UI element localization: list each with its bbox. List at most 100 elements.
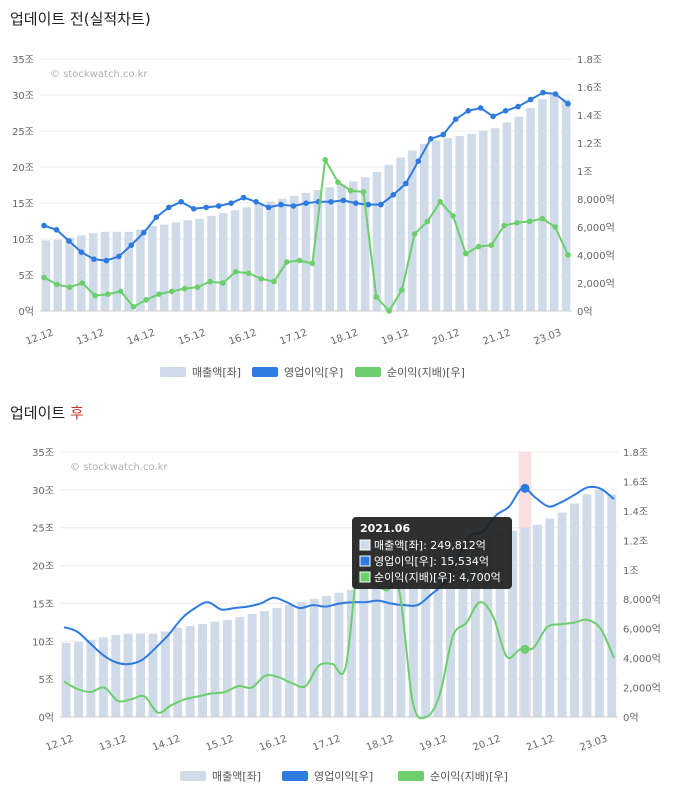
net-profit-point[interactable]	[411, 231, 418, 237]
operating-profit-point[interactable]	[340, 197, 347, 204]
net-profit-point[interactable]	[386, 308, 392, 314]
revenue-bar[interactable]	[408, 150, 417, 311]
revenue-bar[interactable]	[458, 541, 468, 717]
revenue-bar[interactable]	[334, 592, 344, 717]
revenue-bar[interactable]	[123, 633, 133, 717]
operating-profit-point[interactable]	[53, 227, 60, 233]
revenue-bar[interactable]	[136, 633, 145, 717]
revenue-bar[interactable]	[495, 533, 505, 717]
revenue-bar[interactable]	[284, 604, 294, 717]
operating-profit-point[interactable]	[303, 200, 309, 206]
operating-profit-point[interactable]	[41, 222, 47, 229]
operating-profit-point[interactable]	[390, 192, 397, 198]
operating-profit-point[interactable]	[215, 203, 222, 209]
operating-profit-point[interactable]	[353, 200, 359, 206]
revenue-bar[interactable]	[98, 637, 108, 718]
net-profit-point[interactable]	[130, 304, 137, 310]
operating-profit-point[interactable]	[440, 131, 447, 138]
revenue-bar[interactable]	[230, 210, 240, 311]
revenue-bar[interactable]	[266, 201, 275, 311]
operating-profit-point[interactable]	[328, 199, 334, 205]
revenue-bar[interactable]	[148, 633, 158, 717]
net-profit-point[interactable]	[347, 187, 354, 194]
revenue-bar[interactable]	[254, 204, 264, 311]
net-profit-point[interactable]	[296, 257, 303, 264]
net-profit-point[interactable]	[232, 269, 239, 275]
revenue-bar[interactable]	[247, 614, 257, 717]
net-profit-point[interactable]	[488, 242, 495, 248]
operating-profit-point[interactable]	[141, 229, 147, 236]
revenue-bar[interactable]	[195, 218, 204, 311]
operating-profit-point[interactable]	[515, 103, 521, 110]
revenue-bar[interactable]	[222, 620, 232, 717]
revenue-bar[interactable]	[479, 131, 488, 311]
revenue-bar[interactable]	[272, 608, 282, 717]
net-profit-point[interactable]	[271, 278, 277, 285]
legend-item-revenue[interactable]: 매출액[좌]	[180, 770, 261, 783]
net-profit-point[interactable]	[181, 285, 188, 292]
revenue-bar[interactable]	[443, 138, 453, 311]
revenue-bar[interactable]	[111, 635, 121, 717]
revenue-bar[interactable]	[289, 195, 299, 311]
operating-profit-point[interactable]	[78, 249, 85, 255]
net-profit-point[interactable]	[565, 252, 571, 258]
revenue-bar[interactable]	[346, 589, 356, 717]
net-profit-point[interactable]	[309, 260, 316, 267]
revenue-bar[interactable]	[360, 177, 370, 311]
revenue-bar[interactable]	[557, 512, 567, 717]
operating-profit-point[interactable]	[452, 116, 459, 122]
operating-profit-point[interactable]	[290, 203, 297, 209]
revenue-bar[interactable]	[538, 99, 547, 311]
revenue-bar[interactable]	[420, 144, 429, 311]
net-profit-point[interactable]	[117, 288, 124, 295]
operating-profit-point[interactable]	[428, 136, 434, 142]
revenue-bar[interactable]	[53, 239, 63, 311]
net-profit-point[interactable]	[526, 218, 533, 225]
revenue-bar[interactable]	[124, 231, 133, 311]
operating-profit-point[interactable]	[203, 204, 209, 211]
operating-profit-point[interactable]	[190, 206, 197, 212]
revenue-bar[interactable]	[526, 108, 535, 311]
operating-profit-point[interactable]	[365, 201, 372, 208]
net-profit-point[interactable]	[322, 157, 329, 163]
revenue-bar[interactable]	[396, 576, 406, 717]
operating-profit-point[interactable]	[502, 108, 509, 114]
revenue-bar[interactable]	[483, 535, 493, 717]
net-profit-point[interactable]	[169, 288, 175, 295]
revenue-bar[interactable]	[396, 157, 405, 311]
revenue-bar[interactable]	[371, 583, 381, 717]
net-profit-point[interactable]	[41, 274, 47, 281]
revenue-bar[interactable]	[159, 224, 169, 311]
legend-item-revenue[interactable]: 매출액[좌]	[160, 366, 241, 379]
revenue-bar[interactable]	[561, 99, 571, 311]
operating-profit-point[interactable]	[116, 253, 122, 260]
operating-profit-point[interactable]	[415, 158, 422, 164]
legend-item-operating-profit[interactable]: 영업이익[우]	[252, 366, 343, 379]
revenue-bar[interactable]	[171, 222, 181, 311]
operating-profit-point[interactable]	[228, 200, 234, 206]
net-profit-point[interactable]	[335, 179, 341, 185]
operating-profit-point[interactable]	[253, 199, 259, 205]
operating-profit-point[interactable]	[178, 199, 184, 205]
net-profit-point[interactable]	[552, 224, 558, 230]
revenue-bar[interactable]	[384, 164, 394, 311]
legend-item-operating-profit[interactable]: 영업이익[우]	[282, 770, 373, 783]
revenue-bar[interactable]	[86, 639, 96, 717]
revenue-bar[interactable]	[470, 537, 480, 717]
net-profit-point[interactable]	[54, 281, 60, 288]
revenue-bar[interactable]	[322, 595, 331, 717]
net-profit-point[interactable]	[539, 215, 546, 222]
net-profit-point[interactable]	[463, 250, 469, 257]
revenue-bar[interactable]	[61, 642, 71, 717]
net-profit-point[interactable]	[258, 276, 265, 282]
operating-profit-point[interactable]	[265, 204, 272, 211]
net-profit-point[interactable]	[373, 294, 380, 300]
revenue-bar[interactable]	[421, 563, 431, 717]
revenue-bar[interactable]	[532, 524, 542, 717]
operating-profit-point[interactable]	[378, 201, 384, 208]
revenue-bar[interactable]	[514, 116, 524, 311]
revenue-bar[interactable]	[242, 207, 252, 311]
revenue-bar[interactable]	[88, 233, 98, 311]
legend-item-net-profit[interactable]: 순이익(지배)[우]	[398, 770, 508, 783]
net-profit-point[interactable]	[66, 284, 73, 290]
